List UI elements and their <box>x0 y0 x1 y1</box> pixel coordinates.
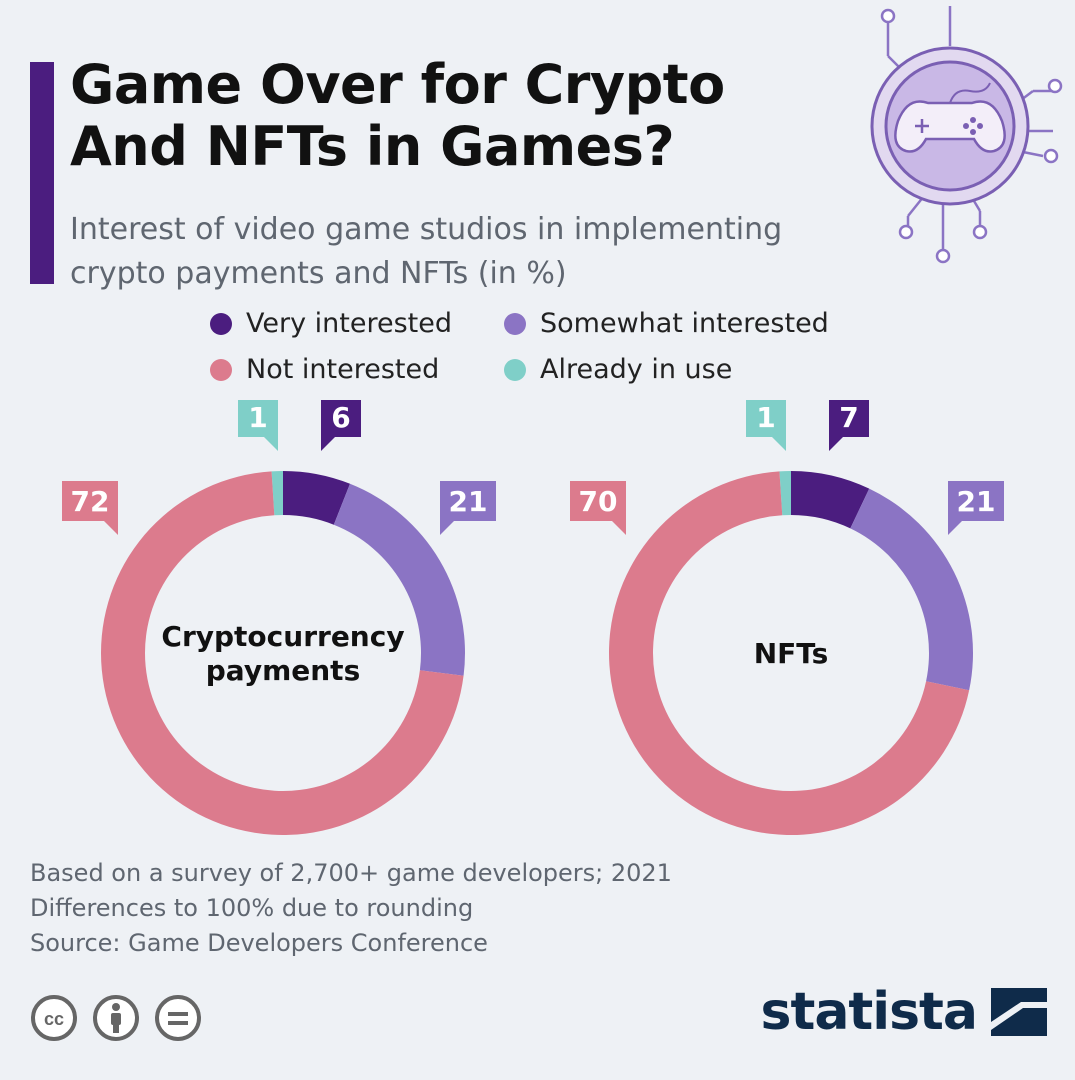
brand-name[interactable]: statista <box>760 982 978 1042</box>
slice-already-in-use <box>779 471 791 516</box>
chart-subtitle: Interest of video game studios in implem… <box>70 208 870 296</box>
source-note: Source: Game Developers Conference <box>30 929 488 957</box>
slice-very-interested <box>791 471 870 529</box>
svg-text:7: 7 <box>839 401 858 434</box>
legend-item-not-interested: Not interested <box>210 354 439 385</box>
donut-center-label: payments <box>206 654 360 687</box>
value-label-somewhat-interested: 21 <box>440 481 496 535</box>
slice-somewhat-interested <box>850 488 974 691</box>
svg-text:cc: cc <box>44 1009 64 1029</box>
statista-logo-icon <box>991 988 1047 1036</box>
svg-text:21: 21 <box>449 485 488 518</box>
slice-somewhat-interested <box>333 483 465 676</box>
legend-item-somewhat-interested: Somewhat interested <box>504 308 829 339</box>
legend-swatch-very-interested <box>210 312 232 335</box>
legend-item-already-in-use: Already in use <box>504 354 732 385</box>
value-label-not-interested: 70 <box>570 481 626 535</box>
gamepad-icon <box>870 6 1063 264</box>
footnote-survey: Based on a survey of 2,700+ game develop… <box>30 859 672 887</box>
value-label-not-interested: 72 <box>62 481 118 535</box>
footnote-rounding: Differences to 100% due to rounding <box>30 894 474 922</box>
chart-title: Game Over for Crypto And NFTs in Games? <box>70 54 850 178</box>
value-label-somewhat-interested: 21 <box>948 481 1004 535</box>
donut-chart: 1 7 21 70 NFTs <box>570 400 1004 835</box>
subtitle-line-2: crypto payments and NFTs (in %) <box>70 256 567 291</box>
value-label-already-in-use: 1 <box>746 400 786 451</box>
value-label-very-interested: 7 <box>829 400 869 451</box>
subtitle-line-1: Interest of video game studios in implem… <box>70 212 783 247</box>
svg-text:6: 6 <box>331 401 350 434</box>
title-accent-bar <box>30 62 54 284</box>
legend-label: Not interested <box>246 354 440 385</box>
title-line-2: And NFTs in Games? <box>70 115 675 178</box>
cc-icon[interactable]: cc <box>30 994 78 1042</box>
legend-label: Already in use <box>540 354 733 385</box>
license-icons: cc <box>30 994 202 1042</box>
slice-very-interested <box>283 471 350 525</box>
brand: statista <box>761 982 1047 1042</box>
slice-already-in-use <box>271 471 283 516</box>
legend-item-very-interested: Very interested <box>210 308 452 339</box>
svg-text:72: 72 <box>71 485 110 518</box>
legend-swatch-not-interested <box>210 358 232 381</box>
legend-label: Very interested <box>246 308 452 339</box>
svg-text:1: 1 <box>756 401 775 434</box>
svg-text:21: 21 <box>957 485 996 518</box>
title-line-1: Game Over for Crypto <box>70 53 725 116</box>
donut-center-label: NFTs <box>754 637 829 670</box>
equals-icon[interactable] <box>154 994 202 1042</box>
legend-swatch-somewhat-interested <box>504 312 526 335</box>
donut-center-label: Cryptocurrency <box>161 620 404 653</box>
person-icon[interactable] <box>92 994 140 1042</box>
legend-label: Somewhat interested <box>540 308 829 339</box>
value-label-already-in-use: 1 <box>238 400 278 451</box>
value-label-very-interested: 6 <box>321 400 361 451</box>
footnotes: Based on a survey of 2,700+ game develop… <box>30 856 830 961</box>
svg-text:70: 70 <box>579 485 618 518</box>
legend-swatch-already-in-use <box>504 358 526 381</box>
svg-text:1: 1 <box>248 401 267 434</box>
